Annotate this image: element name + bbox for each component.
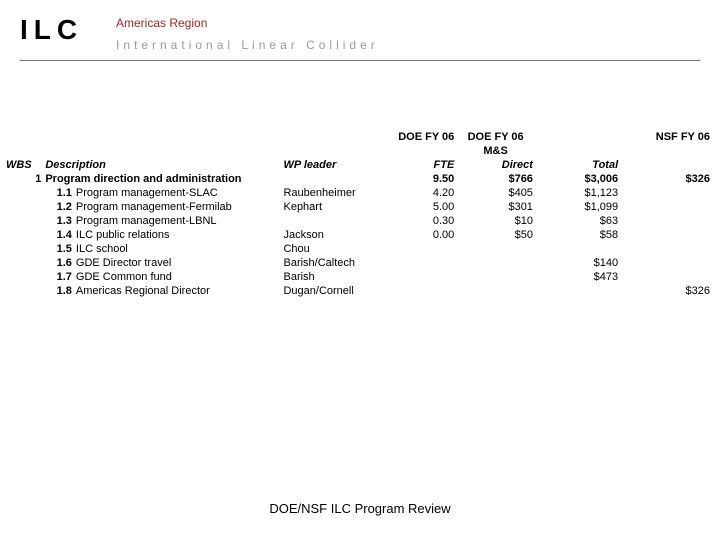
row-desc: Program management-SLAC [74,186,282,200]
row-sub: 1.7 [43,270,74,284]
row-nsf [620,200,712,214]
row-total: $140 [535,256,620,270]
budget-table: DOE FY 06 DOE FY 06 NSF FY 06 M&S WBS De… [4,130,712,298]
row-fte: 4.20 [395,186,456,200]
col-group-doe-fte: DOE FY 06 [395,130,456,144]
row-total [535,284,620,298]
row-sub: 1.5 [43,242,74,256]
row-nsf [620,228,712,242]
row-leader [281,214,395,228]
slide: ILC Americas Region International Linear… [0,0,720,540]
row-leader: Barish [281,270,395,284]
row-leader: Kephart [281,200,395,214]
row-sub: 1.6 [43,256,74,270]
summary-row: 1 Program direction and administration 9… [4,172,712,186]
row-desc: GDE Common fund [74,270,282,284]
row-nsf [620,186,712,200]
row-nsf [620,270,712,284]
col-direct: Direct [456,158,535,172]
row-total [535,242,620,256]
row-direct: $301 [456,200,535,214]
row-total: $473 [535,270,620,284]
table-row: 1.7GDE Common fundBarish $473 [4,270,712,284]
row-desc: Program management-Fermilab [74,200,282,214]
summary-nsf: $326 [620,172,712,186]
col-group-nsf: NSF FY 06 [620,130,712,144]
row-sub: 1.2 [43,200,74,214]
row-direct [456,270,535,284]
row-sub: 1.4 [43,228,74,242]
row-direct: $10 [456,214,535,228]
row-fte [395,284,456,298]
row-nsf [620,242,712,256]
table-body: 1 Program direction and administration 9… [4,172,712,298]
row-nsf: $326 [620,284,712,298]
row-nsf [620,256,712,270]
slide-header: ILC Americas Region International Linear… [20,16,700,62]
row-fte [395,256,456,270]
col-desc: Description [43,158,281,172]
col-sub-ms: M&S [456,144,535,158]
summary-wbs: 1 [4,172,43,186]
row-desc: ILC public relations [74,228,282,242]
row-sub: 1.8 [43,284,74,298]
row-total: $1,123 [535,186,620,200]
row-total: $63 [535,214,620,228]
row-direct: $50 [456,228,535,242]
row-total: $58 [535,228,620,242]
row-sub: 1.3 [43,214,74,228]
summary-desc: Program direction and administration [43,172,281,186]
ilc-logo: ILC [20,14,83,46]
row-sub: 1.1 [43,186,74,200]
col-group-doe-ms: DOE FY 06 [456,130,535,144]
subtitle: International Linear Collider [116,38,379,52]
region-label: Americas Region [116,16,207,30]
row-direct [456,256,535,270]
summary-direct: $766 [456,172,535,186]
col-leader: WP leader [281,158,395,172]
row-direct [456,284,535,298]
row-total: $1,099 [535,200,620,214]
row-leader: Raubenheimer [281,186,395,200]
table-row: 1.4ILC public relationsJackson0.00$50$58 [4,228,712,242]
col-fte: FTE [395,158,456,172]
row-leader: Chou [281,242,395,256]
row-leader: Barish/Caltech [281,256,395,270]
row-nsf [620,214,712,228]
col-total: Total [535,158,620,172]
table-head: DOE FY 06 DOE FY 06 NSF FY 06 M&S WBS De… [4,130,712,172]
table-row: 1.6GDE Director travelBarish/Caltech $140 [4,256,712,270]
row-desc: GDE Director travel [74,256,282,270]
row-fte: 5.00 [395,200,456,214]
summary-total: $3,006 [535,172,620,186]
row-desc: Americas Regional Director [74,284,282,298]
table-row: 1.3Program management-LBNL 0.30$10$63 [4,214,712,228]
row-direct [456,242,535,256]
row-fte: 0.00 [395,228,456,242]
budget-table-wrap: DOE FY 06 DOE FY 06 NSF FY 06 M&S WBS De… [4,130,712,298]
row-leader: Jackson [281,228,395,242]
table-row: 1.2Program management-FermilabKephart5.0… [4,200,712,214]
col-wbs: WBS [4,158,43,172]
table-row: 1.8Americas Regional DirectorDugan/Corne… [4,284,712,298]
row-fte [395,270,456,284]
row-desc: Program management-LBNL [74,214,282,228]
row-leader: Dugan/Cornell [281,284,395,298]
header-rule [20,60,700,61]
table-row: 1.5ILC schoolChou [4,242,712,256]
row-direct: $405 [456,186,535,200]
row-desc: ILC school [74,242,282,256]
row-fte [395,242,456,256]
row-fte: 0.30 [395,214,456,228]
summary-fte: 9.50 [395,172,456,186]
table-row: 1.1Program management-SLACRaubenheimer4.… [4,186,712,200]
slide-footer: DOE/NSF ILC Program Review [0,501,720,516]
